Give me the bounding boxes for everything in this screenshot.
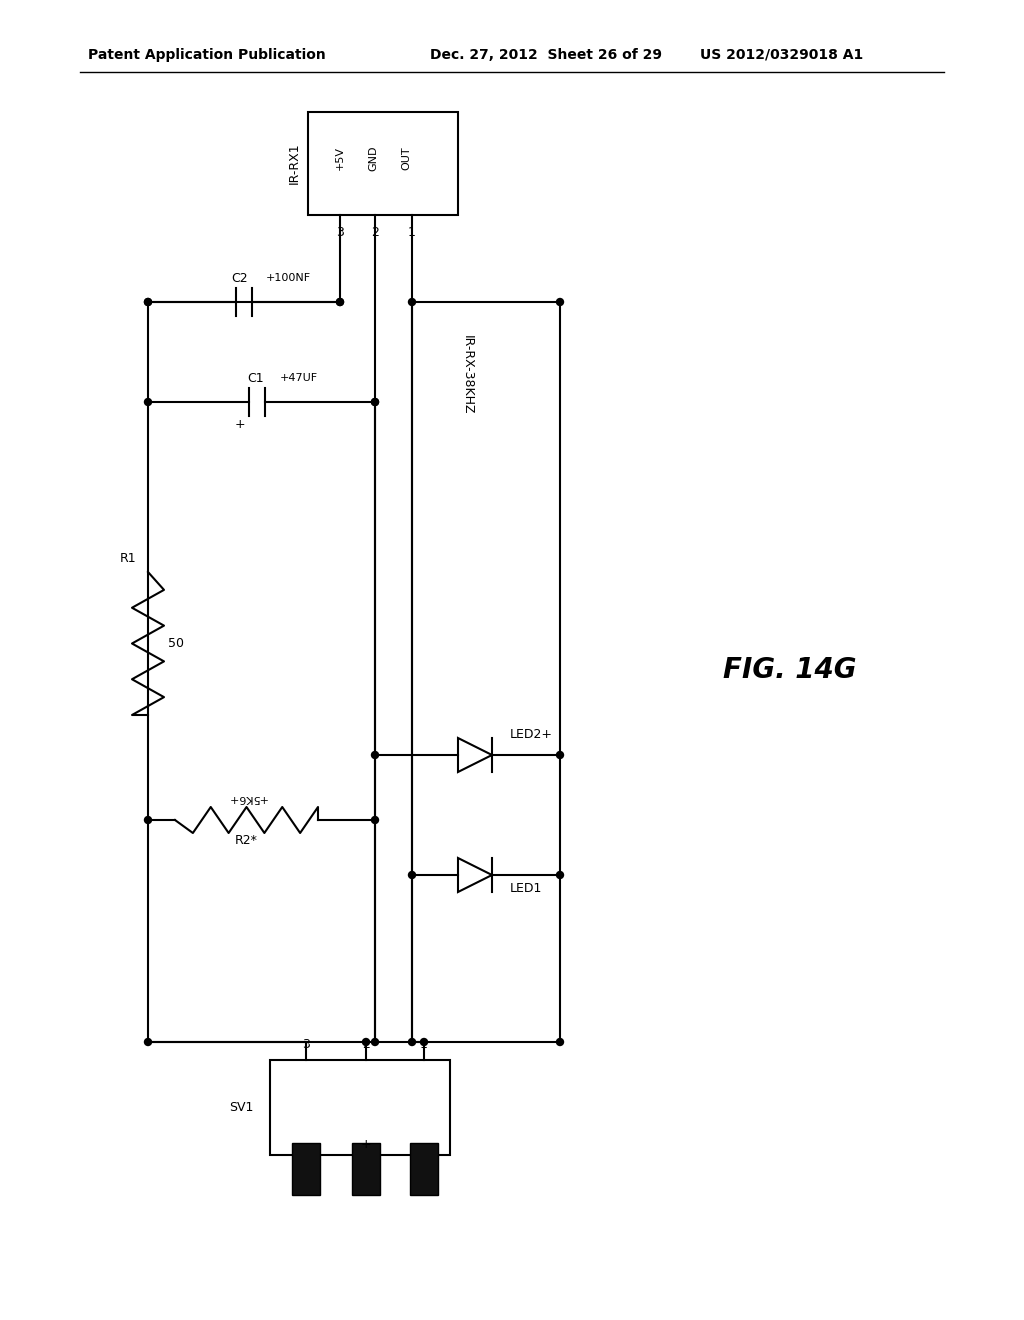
Circle shape [372,1039,379,1045]
Text: +5V: +5V [335,147,345,170]
Bar [270,1060,450,1155]
Text: C1: C1 [247,371,264,384]
Text: R1: R1 [120,552,136,565]
Circle shape [556,298,563,305]
Text: US 2012/0329018 A1: US 2012/0329018 A1 [700,48,863,62]
Text: FIG. 14G: FIG. 14G [723,656,857,684]
Circle shape [372,399,379,405]
Circle shape [409,298,416,305]
Circle shape [144,1039,152,1045]
Text: Patent Application Publication: Patent Application Publication [88,48,326,62]
Circle shape [421,1039,427,1045]
Text: 1: 1 [420,1038,428,1051]
Text: GND: GND [368,145,378,172]
Text: +47UF: +47UF [280,374,317,383]
Circle shape [362,1039,370,1045]
Circle shape [556,871,563,879]
Text: C2: C2 [231,272,248,285]
Text: IR-RX1: IR-RX1 [288,143,300,185]
Circle shape [372,751,379,759]
Text: LED2+: LED2+ [510,729,553,742]
Circle shape [144,298,152,305]
Bar [410,1143,438,1195]
Text: +100NF: +100NF [266,273,311,282]
Circle shape [337,298,343,305]
Text: Dec. 27, 2012  Sheet 26 of 29: Dec. 27, 2012 Sheet 26 of 29 [430,48,662,62]
Bar [352,1143,380,1195]
Circle shape [144,817,152,824]
Text: 2: 2 [362,1038,370,1051]
Text: 50: 50 [168,638,184,649]
Circle shape [372,817,379,824]
Circle shape [556,1039,563,1045]
Circle shape [144,399,152,405]
Bar [292,1143,319,1195]
Text: +: + [234,417,245,430]
Text: OUT: OUT [401,147,411,170]
Text: 1: 1 [408,226,416,239]
Text: IR-RX-38KHZ: IR-RX-38KHZ [461,335,473,414]
Circle shape [409,871,416,879]
Text: +: + [360,1138,372,1151]
Bar [308,112,458,215]
Text: R2*: R2* [236,833,258,846]
Circle shape [556,751,563,759]
Text: SV1: SV1 [229,1101,254,1114]
Text: LED1: LED1 [510,883,543,895]
Text: 3: 3 [336,226,344,239]
Text: 3: 3 [302,1038,310,1051]
Text: 2: 2 [371,226,379,239]
Circle shape [409,1039,416,1045]
Text: +5K6+: +5K6+ [226,793,266,803]
Circle shape [337,298,343,305]
Circle shape [372,399,379,405]
Circle shape [144,298,152,305]
